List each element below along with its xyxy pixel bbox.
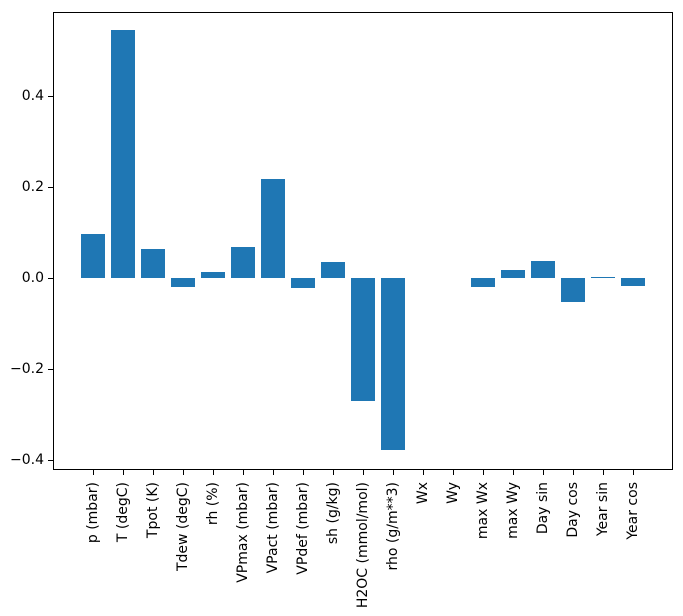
x-tick-mark — [632, 470, 634, 475]
x-tick-mark — [542, 470, 544, 475]
y-tick-mark — [48, 278, 53, 279]
x-tick-mark — [153, 470, 155, 475]
y-tick-label: 0.4 — [21, 88, 44, 105]
bar — [171, 278, 196, 287]
bar — [291, 278, 315, 289]
bar — [620, 278, 645, 287]
bar — [530, 261, 555, 278]
bar — [81, 233, 106, 279]
x-tick-mark — [423, 470, 424, 475]
bar — [560, 278, 585, 303]
x-tick-mark — [123, 470, 125, 475]
x-tick-mark — [183, 470, 185, 475]
x-tick-mark — [333, 470, 334, 475]
y-tick-mark — [48, 96, 53, 97]
y-tick-label: −0.4 — [10, 452, 44, 468]
y-tick-mark — [48, 460, 53, 461]
bar — [500, 270, 525, 278]
bar — [590, 277, 615, 279]
y-tick-mark — [48, 369, 53, 370]
bar — [381, 278, 405, 450]
bar — [141, 249, 166, 279]
x-tick-mark — [512, 470, 514, 475]
plot-area-border — [53, 12, 673, 470]
y-tick-mark — [48, 187, 53, 188]
x-tick-mark — [273, 470, 275, 475]
bar — [261, 178, 286, 278]
x-tick-mark — [572, 470, 574, 475]
x-tick-mark — [303, 470, 304, 475]
x-tick-mark — [213, 470, 215, 475]
x-tick-mark — [452, 470, 454, 475]
y-tick-label: 0.2 — [21, 179, 44, 196]
bar — [231, 247, 256, 278]
bar — [111, 30, 136, 279]
x-tick-mark — [482, 470, 484, 475]
x-tick-mark — [243, 470, 245, 475]
x-tick-mark — [602, 470, 604, 475]
bar — [321, 262, 345, 278]
y-tick-label: 0.0 — [21, 270, 44, 287]
bar — [351, 278, 375, 401]
y-tick-label: −0.2 — [10, 361, 44, 377]
x-tick-mark — [93, 470, 95, 475]
x-tick-mark — [393, 470, 394, 475]
bar — [470, 278, 495, 288]
x-tick-mark — [363, 470, 364, 475]
bar — [201, 272, 226, 279]
